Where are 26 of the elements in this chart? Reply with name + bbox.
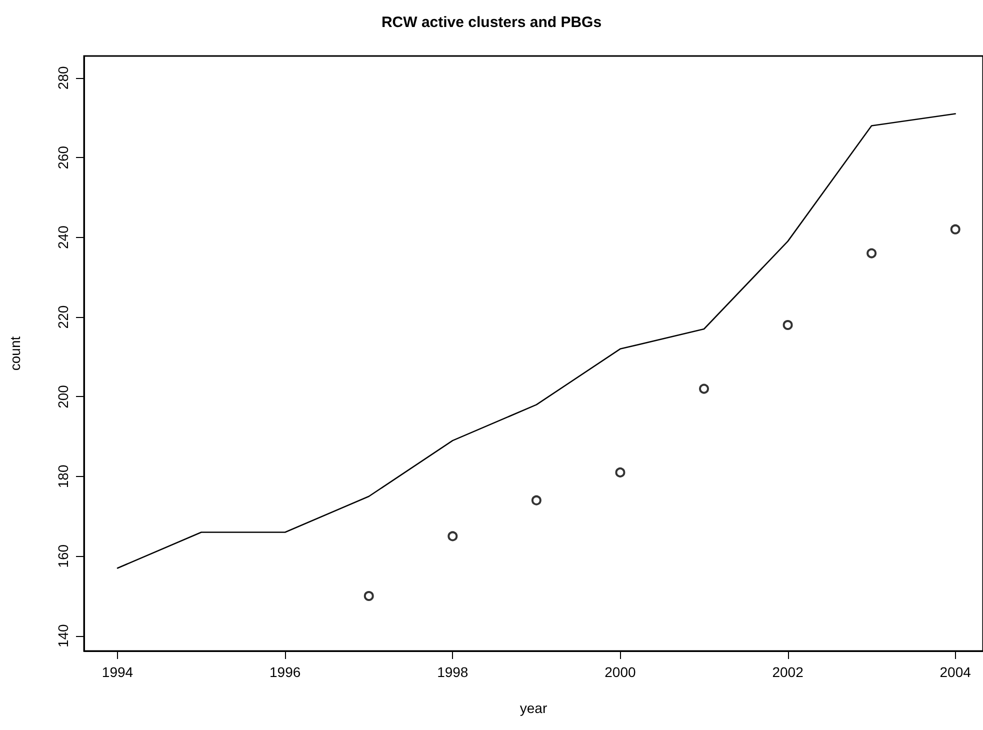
- y-tick-label: 140: [55, 624, 71, 648]
- point: [531, 495, 542, 506]
- x-tick-label: 2002: [772, 664, 804, 680]
- x-tick-label: 1996: [270, 664, 301, 680]
- x-tick-label: 2004: [940, 664, 972, 680]
- y-tick-label: 220: [55, 305, 71, 329]
- point: [448, 531, 458, 542]
- y-tick-label: 200: [55, 384, 71, 408]
- point: [699, 384, 709, 394]
- point: [782, 320, 793, 330]
- point: [950, 224, 960, 234]
- x-tick-label: 2000: [604, 664, 636, 680]
- y-tick-label: 280: [55, 66, 71, 90]
- chart-title: RCW active clusters and PBGs: [381, 14, 602, 31]
- y-tick-label: 180: [55, 464, 71, 488]
- y-tick-label: 240: [55, 225, 71, 250]
- y-tick-label: 260: [55, 146, 71, 170]
- point: [364, 591, 374, 601]
- x-tick-label: 1998: [437, 664, 468, 680]
- x-axis-title: year: [520, 700, 548, 716]
- x-tick-label: 1994: [102, 664, 134, 680]
- y-tick-label: 160: [55, 544, 71, 568]
- line-series: [116, 113, 956, 569]
- y-axis-title: count: [7, 336, 23, 371]
- point: [866, 248, 877, 258]
- point: [615, 467, 626, 478]
